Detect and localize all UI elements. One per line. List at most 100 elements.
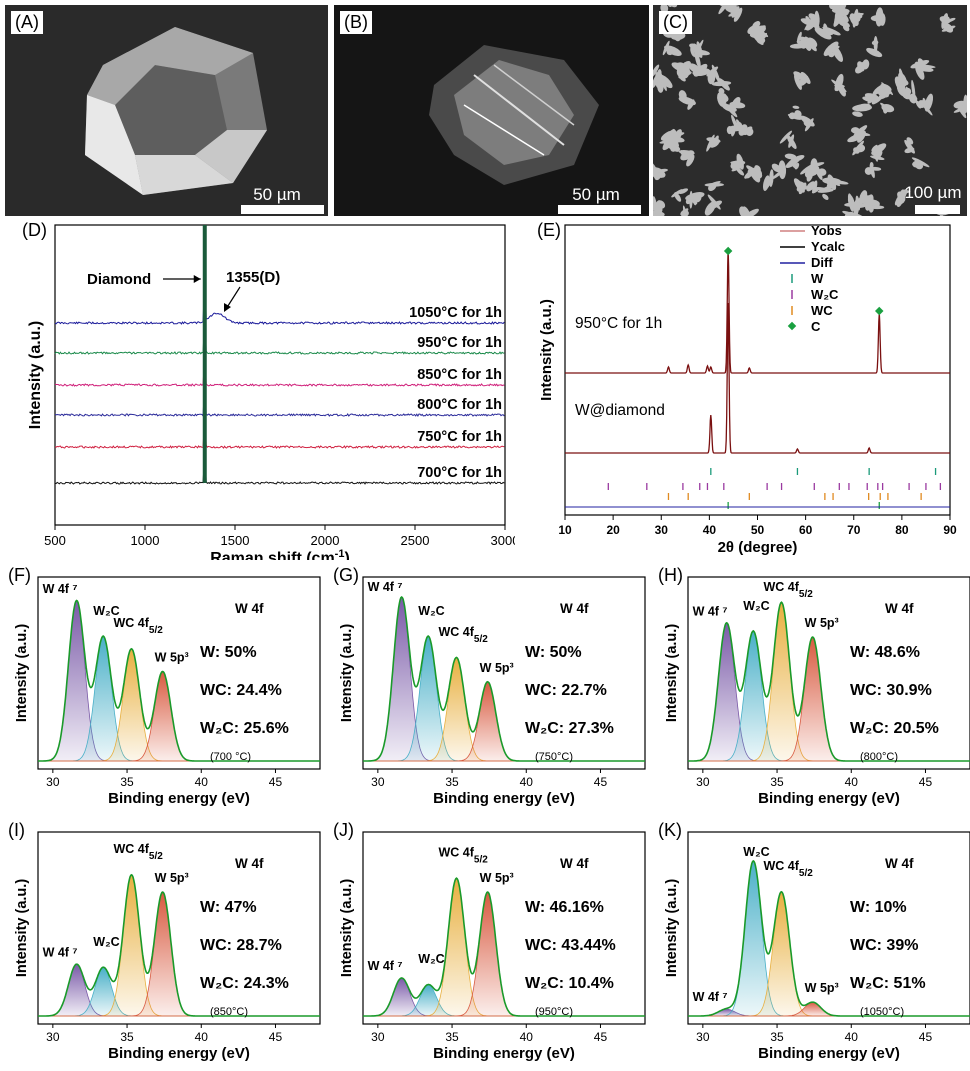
- raman-xtick-label: 2000: [311, 533, 340, 548]
- particle-branch: [806, 170, 814, 182]
- particle-branch: [881, 104, 895, 113]
- particle-branch: [911, 157, 930, 168]
- particle: [852, 103, 872, 117]
- xrd-marker-c: [875, 306, 884, 316]
- scale-label-a: 50 µm: [253, 185, 301, 204]
- particle-branch: [830, 44, 837, 50]
- xrd-legend-label: W: [811, 271, 824, 286]
- xps-peak-wc-sub: 5/2: [149, 625, 163, 636]
- particle: [789, 31, 808, 49]
- xps-peak-w2c: W₂C: [743, 845, 769, 859]
- particle-branch: [670, 143, 678, 152]
- raman-xtick-label: 1000: [131, 533, 160, 548]
- xps-temp: (700 °C): [210, 751, 251, 763]
- xps-chart: W 4f ⁷ W₂C WC 4f5/2 W 5p³ W 4f W: 46.16% WC: 4…: [339, 831, 646, 1062]
- xps-w: W: 10%: [850, 899, 907, 916]
- xps-frame: [362, 576, 646, 770]
- xps-wc: WC: 24.4%: [200, 682, 282, 699]
- xps-w2c: W₂C: 27.3%: [525, 720, 614, 737]
- xps-xtick-label: 35: [445, 775, 459, 789]
- panel-label-xps: (F): [8, 565, 31, 585]
- particle: [872, 82, 894, 100]
- scale-bar-a: [241, 205, 324, 214]
- xrd-xtick-label: 60: [799, 523, 813, 537]
- particle-branch: [873, 36, 878, 52]
- particle-branch: [747, 168, 756, 179]
- particle-branch: [855, 195, 861, 211]
- particle-branch: [834, 80, 843, 92]
- particle-branch: [653, 196, 658, 216]
- particle-branch: [895, 198, 905, 205]
- particle-branch: [793, 71, 805, 81]
- particle: [660, 5, 678, 14]
- raman-chart: 1050°C for 1h 950°C for 1h 850°C for 1h 800…: [27, 224, 515, 560]
- raman-trace: [54, 272, 505, 325]
- xps-w: W: 50%: [525, 644, 582, 661]
- xps-w: W: 50%: [200, 644, 257, 661]
- xps-xtick-label: 40: [520, 775, 534, 789]
- particle-branch: [862, 96, 878, 103]
- xps-frame: [37, 831, 321, 1025]
- raman-trace-label: 800°C for 1h: [417, 397, 502, 413]
- xrd-xtick-label: 40: [703, 523, 717, 537]
- particle-branch: [799, 40, 808, 49]
- particle: [800, 115, 815, 132]
- particle-branch: [864, 194, 874, 211]
- raman-trace: [54, 451, 505, 485]
- xps-xtick-label: 30: [46, 1030, 60, 1044]
- particle: [722, 96, 746, 118]
- particle-branch: [794, 110, 802, 118]
- particle: [671, 61, 691, 77]
- xps-envelope: [363, 877, 645, 1017]
- particle-branch: [680, 208, 689, 216]
- particle: [730, 153, 746, 176]
- particle-branch: [659, 72, 667, 92]
- particle: [835, 9, 850, 22]
- particle-branch: [674, 34, 681, 42]
- particle-branch: [738, 124, 748, 136]
- xps-xtick-label: 45: [269, 775, 283, 789]
- xrd-trace-wdiamond: [565, 302, 950, 454]
- particle: [855, 59, 870, 74]
- particle-branch: [870, 166, 882, 171]
- fragment-image: [429, 45, 599, 185]
- particle: [704, 194, 722, 216]
- particle-branch: [754, 169, 763, 180]
- raman-trace: [54, 313, 505, 355]
- xps-xtick-label: 45: [919, 775, 933, 789]
- particle: [806, 180, 820, 194]
- particle-branch: [897, 190, 911, 195]
- particle-branch: [800, 36, 815, 48]
- particle-branch: [744, 208, 759, 216]
- particle-branch: [726, 125, 733, 135]
- particle-branch: [906, 137, 914, 145]
- particle-branch: [685, 197, 692, 205]
- particle-branch: [826, 178, 834, 185]
- particle-branch: [707, 71, 716, 85]
- particle: [711, 78, 732, 95]
- particle: [763, 169, 774, 191]
- xps-wc: WC: 30.9%: [850, 682, 932, 699]
- particle: [653, 72, 673, 93]
- particle-branch: [657, 80, 664, 93]
- particle: [706, 134, 721, 152]
- xps-frame: [687, 576, 970, 770]
- xps-w2c: W₂C: 20.5%: [850, 720, 939, 737]
- xps-title: W 4f: [235, 856, 264, 871]
- xps-peak-w5p: W 5p³: [155, 651, 189, 665]
- particle-branch: [731, 114, 738, 130]
- particle: [671, 188, 689, 202]
- xps-peak-w: W 4f ⁷: [43, 945, 78, 959]
- particle: [915, 93, 934, 116]
- panel-label-xps: (H): [658, 565, 683, 585]
- xps-temp: (800°C): [860, 751, 898, 763]
- xps-xlabel: Binding energy (eV): [433, 790, 575, 807]
- particle-branch: [769, 169, 774, 187]
- xps-peak-w2c: W₂C: [93, 935, 119, 949]
- xps-xtick-label: 40: [845, 1030, 859, 1044]
- particle-branch: [788, 112, 796, 120]
